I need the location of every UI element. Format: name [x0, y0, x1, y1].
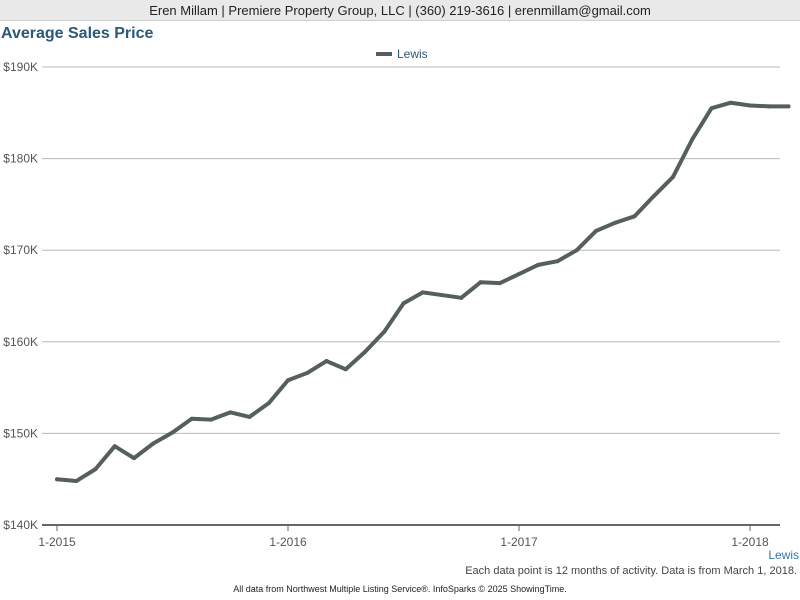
- data-point: [709, 106, 714, 111]
- data-point: [420, 290, 425, 295]
- data-point: [343, 367, 348, 372]
- data-point: [632, 214, 637, 219]
- data-point: [651, 194, 656, 199]
- data-point: [363, 349, 367, 354]
- axes: $140K $150K $160K $170K $180K $190K 1-2015 1-20…: [3, 60, 780, 549]
- y-tick-label: $190K: [3, 60, 38, 74]
- data-point: [671, 174, 675, 179]
- data-point: [497, 281, 502, 286]
- data-point: [132, 456, 136, 461]
- data-point: [613, 220, 618, 225]
- y-tick-label: $180K: [3, 152, 38, 166]
- data-source-footer: All data from Northwest Multiple Listing…: [233, 584, 567, 594]
- x-tick-label: 1-2015: [38, 535, 76, 549]
- gridlines: [42, 66, 780, 434]
- data-point: [247, 414, 252, 419]
- data-point: [74, 479, 79, 484]
- data-point: [536, 262, 541, 267]
- data-point: [728, 100, 733, 105]
- data-point: [767, 104, 772, 109]
- data-point: [112, 444, 117, 449]
- data-point: [478, 280, 483, 285]
- chart-legend[interactable]: Lewis: [376, 46, 428, 62]
- x-tick-label: 1-2017: [500, 535, 538, 549]
- chart-title: Average Sales Price: [1, 25, 154, 42]
- data-point: [228, 410, 233, 415]
- y-tick-label: $160K: [3, 335, 38, 349]
- data-point: [574, 248, 579, 253]
- data-point: [266, 401, 271, 406]
- x-tick-label: 1-2018: [731, 535, 769, 549]
- data-point: [517, 272, 521, 277]
- y-tick-label: $150K: [3, 426, 38, 440]
- data-point: [690, 137, 695, 142]
- legend-label: Lewis: [397, 47, 428, 61]
- agent-contact-bar: Eren Millam | Premiere Property Group, L…: [0, 0, 800, 21]
- y-tick-label: $170K: [3, 243, 38, 257]
- data-point: [324, 359, 329, 364]
- data-point: [440, 293, 444, 298]
- data-point: [305, 370, 310, 375]
- data-point: [170, 430, 175, 435]
- data-point: [459, 295, 464, 300]
- data-point: [786, 104, 791, 109]
- region-label[interactable]: Lewis: [768, 548, 799, 562]
- legend-swatch: [376, 52, 392, 56]
- data-point: [748, 103, 752, 108]
- data-point: [594, 228, 598, 233]
- x-tick-label: 1-2016: [269, 535, 307, 549]
- data-point: [286, 378, 290, 383]
- data-point: [55, 477, 59, 482]
- y-tick-label: $140K: [3, 518, 38, 532]
- data-point: [189, 416, 194, 421]
- data-point: [209, 417, 213, 422]
- data-point: [382, 329, 387, 334]
- data-point: [555, 259, 560, 264]
- agent-contact-text: Eren Millam | Premiere Property Group, L…: [149, 3, 651, 18]
- series-layer: [55, 100, 791, 484]
- data-point: [401, 301, 406, 306]
- data-point: [93, 467, 98, 472]
- data-note: Each data point is 12 months of activity…: [465, 565, 797, 577]
- data-point: [151, 441, 156, 446]
